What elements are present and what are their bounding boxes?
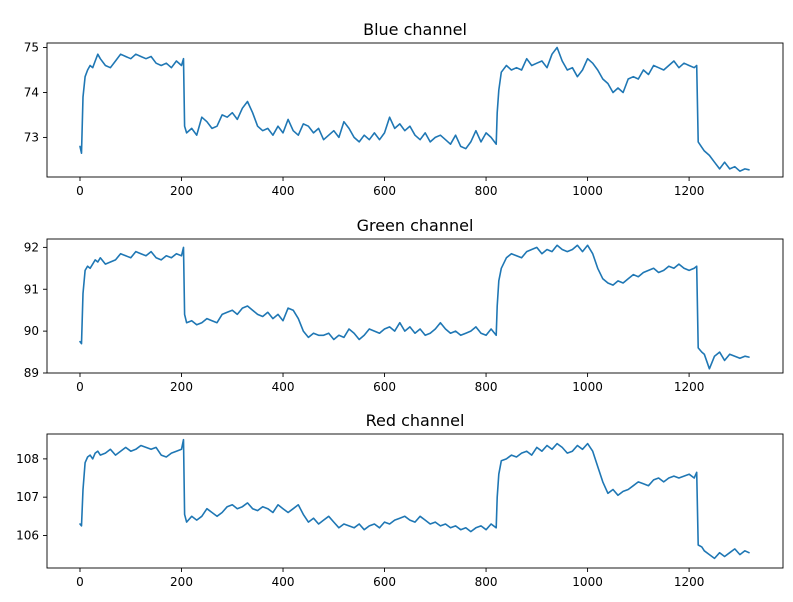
x-tick-label: 400 <box>272 575 295 589</box>
chart-title: Blue channel <box>363 20 467 39</box>
x-tick-label: 600 <box>373 575 396 589</box>
plot-frame <box>46 433 784 569</box>
x-tick-label: 1200 <box>674 575 705 589</box>
y-tick-label: 89 <box>24 366 39 380</box>
x-tick-label: 1000 <box>572 380 603 394</box>
subplot-2: Green channel 0 200 400 600 800 1000 1200 89 90 91… <box>24 216 784 394</box>
x-tick-label: 0 <box>76 380 84 394</box>
x-tick-label: 800 <box>475 380 498 394</box>
x-tick-label: 400 <box>272 380 295 394</box>
x-tick-label: 800 <box>475 575 498 589</box>
y-tick-label: 108 <box>16 452 39 466</box>
series-line <box>79 46 750 172</box>
x-tick-label: 1200 <box>674 184 705 198</box>
y-tick-label: 75 <box>24 40 39 54</box>
series-line <box>79 438 750 560</box>
subplot-3: Red channel 0 200 400 600 800 1000 1200 106 107 10… <box>16 411 784 589</box>
chart-title: Green channel <box>357 216 474 235</box>
series-line <box>79 244 750 370</box>
x-tick-label: 600 <box>373 380 396 394</box>
y-tick-label: 92 <box>24 240 39 254</box>
y-tick-label: 107 <box>16 490 39 504</box>
plot-frame <box>46 238 784 374</box>
x-tick-label: 800 <box>475 184 498 198</box>
x-tick-label: 600 <box>373 184 396 198</box>
x-tick-label: 0 <box>76 575 84 589</box>
y-tick-label: 74 <box>24 85 39 99</box>
y-tick-label: 73 <box>24 130 39 144</box>
x-tick-label: 1200 <box>674 380 705 394</box>
x-tick-label: 1000 <box>572 184 603 198</box>
x-tick-label: 200 <box>170 575 193 589</box>
y-tick-label: 106 <box>16 528 39 542</box>
y-tick-label: 91 <box>24 282 39 296</box>
subplot-1: Blue channel 0 200 400 600 800 1000 1200 73 74 75 <box>24 20 784 198</box>
x-tick-label: 0 <box>76 184 84 198</box>
x-tick-label: 1000 <box>572 575 603 589</box>
y-tick-label: 90 <box>24 324 39 338</box>
x-tick-label: 200 <box>170 380 193 394</box>
plot-frame <box>46 42 784 178</box>
x-tick-label: 200 <box>170 184 193 198</box>
chart-title: Red channel <box>366 411 465 430</box>
x-tick-label: 400 <box>272 184 295 198</box>
